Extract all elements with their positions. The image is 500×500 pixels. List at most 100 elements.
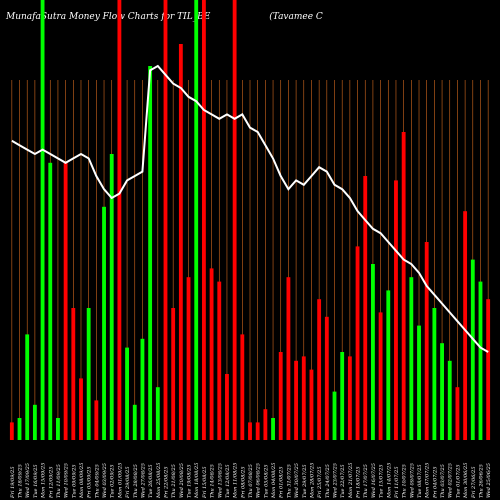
- x-tick-label: Wed 17/09/25: [25, 463, 31, 498]
- x-tick-label: Tue 01/07/25: [455, 464, 461, 498]
- x-tick-label: Fri 18/07/25: [356, 466, 362, 499]
- x-tick-label: Wed 30/07/25: [294, 463, 300, 498]
- x-tick-label: Wed 10/09/25: [64, 463, 70, 498]
- x-tick-label: Mon 01/09/25: [117, 463, 123, 499]
- x-tick-label: Thu 03/07/25: [440, 464, 446, 498]
- x-tick-label: Wed 20/08/25: [179, 463, 185, 498]
- x-tick-label: Fri 19/09/25: [10, 466, 16, 499]
- bar-red: [163, 0, 168, 440]
- x-tick-label: Thu 07/08/25: [248, 464, 254, 498]
- bar-red: [347, 356, 352, 440]
- bar-green: [148, 66, 153, 440]
- x-tick-label: Wed 13/08/25: [217, 463, 223, 498]
- x-tick-label: Fri 12/09/25: [48, 466, 54, 499]
- x-tick-label: Mon 25/08/25: [156, 463, 162, 499]
- x-axis-labels: Fri 19/09/25 Thu 18/09/25 Wed 17/09/25 Tue …: [10, 463, 492, 499]
- bar-red: [355, 246, 360, 440]
- x-tick-label: Wed 16/07/25: [371, 463, 377, 498]
- bar-red: [71, 308, 76, 440]
- x-tick-label: Wed 03/09/25: [102, 463, 108, 498]
- x-tick-label: Tue 19/08/25: [187, 464, 193, 498]
- x-tick-label: Mon 14/07/25: [386, 463, 392, 499]
- bar-green: [478, 281, 483, 440]
- bar-red: [317, 299, 322, 440]
- bar-green: [417, 325, 421, 440]
- bar-green: [109, 154, 114, 440]
- bar-green: [25, 334, 30, 440]
- x-tick-label: Fri 25/07/25: [317, 466, 323, 499]
- x-tick-label: Wed 06/08/25: [256, 463, 262, 498]
- x-tick-label: Tue 22/07/25: [340, 464, 346, 498]
- bar-green: [155, 387, 160, 440]
- bar-red: [117, 0, 122, 440]
- bar-red: [248, 422, 252, 440]
- bar-red: [79, 378, 83, 440]
- bar-green: [332, 391, 337, 440]
- bar-green: [140, 338, 145, 440]
- x-tick-label: Thu 11/09/25: [56, 464, 62, 498]
- x-tick-label: Fri 11/07/25: [394, 466, 400, 499]
- x-tick-label: Wed 23/07/25: [333, 463, 339, 498]
- x-tick-label: Wed 25/06/25: [486, 463, 492, 498]
- bar-red: [9, 422, 14, 440]
- bar-green: [32, 404, 37, 440]
- bar-red: [255, 422, 260, 440]
- x-tick-label: Fri 04/07/25: [432, 466, 438, 499]
- bar-green: [102, 206, 106, 440]
- x-tick-label: Thu 21/08/25: [171, 464, 177, 498]
- x-tick-label: Tue 08/07/25: [417, 464, 423, 498]
- x-tick-label: Fri 27/06/25: [471, 466, 477, 499]
- gridlines: [11, 80, 489, 440]
- bar-green: [340, 352, 345, 440]
- bar-red: [225, 374, 229, 440]
- bar-red: [209, 268, 214, 440]
- x-tick-label: Mon 30/06/25: [463, 463, 469, 499]
- x-tick-label: Tue 02/09/25: [110, 464, 116, 498]
- x-tick-label: Tue 05/08/25: [263, 464, 269, 498]
- x-tick-label: Mon 11/08/25: [233, 463, 239, 499]
- bar-red: [278, 352, 283, 440]
- bar-red: [201, 0, 206, 440]
- bar-green: [409, 277, 414, 440]
- bar-red: [394, 180, 398, 440]
- x-tick-label: Tue 26/08/25: [148, 464, 154, 498]
- x-tick-label: Thu 18/09/25: [18, 464, 24, 498]
- bar-red: [324, 316, 329, 440]
- bar-green: [125, 347, 129, 440]
- bar-red: [363, 176, 368, 440]
- bar-red: [463, 211, 468, 440]
- bar-red: [232, 0, 237, 440]
- x-tick-label: Thu 14/08/25: [210, 464, 216, 498]
- x-tick-label: Thu 17/07/25: [363, 464, 369, 498]
- bar-green: [447, 360, 452, 440]
- x-tick-label: Fri 22/08/25: [163, 466, 169, 499]
- x-tick-label: Tue 29/07/25: [302, 464, 308, 498]
- x-tick-label: Tue 15/07/25: [379, 464, 385, 498]
- bar-red: [263, 409, 268, 440]
- bar-red: [63, 162, 68, 441]
- bars: [9, 0, 491, 441]
- bar-red: [401, 132, 406, 440]
- x-tick-label: Wed 09/07/25: [409, 463, 415, 498]
- bar-red: [301, 356, 306, 440]
- bar-green: [48, 162, 53, 441]
- x-tick-label: Mon 18/08/25: [194, 463, 200, 499]
- x-tick-label: Fri 05/09/25: [87, 466, 93, 499]
- x-tick-label: Wed 02/07/25: [448, 463, 454, 498]
- bar-red: [378, 312, 383, 440]
- bar-red: [171, 308, 176, 440]
- x-tick-label: Thu 04/09/25: [94, 464, 100, 498]
- bar-red: [186, 277, 191, 440]
- x-tick-label: Fri 01/08/25: [279, 466, 285, 499]
- bar-green: [386, 290, 391, 440]
- bar-green: [86, 308, 91, 440]
- x-tick-label: Thu 24/07/25: [325, 464, 331, 498]
- bar-green: [440, 343, 444, 440]
- x-tick-label: Thu 10/07/25: [402, 464, 408, 498]
- bar-green: [17, 418, 22, 440]
- bar-red: [455, 387, 460, 440]
- bar-green: [56, 418, 60, 440]
- chart-title-suffix: (Tavamee C: [269, 12, 323, 22]
- money-flow-line: [11, 64, 489, 353]
